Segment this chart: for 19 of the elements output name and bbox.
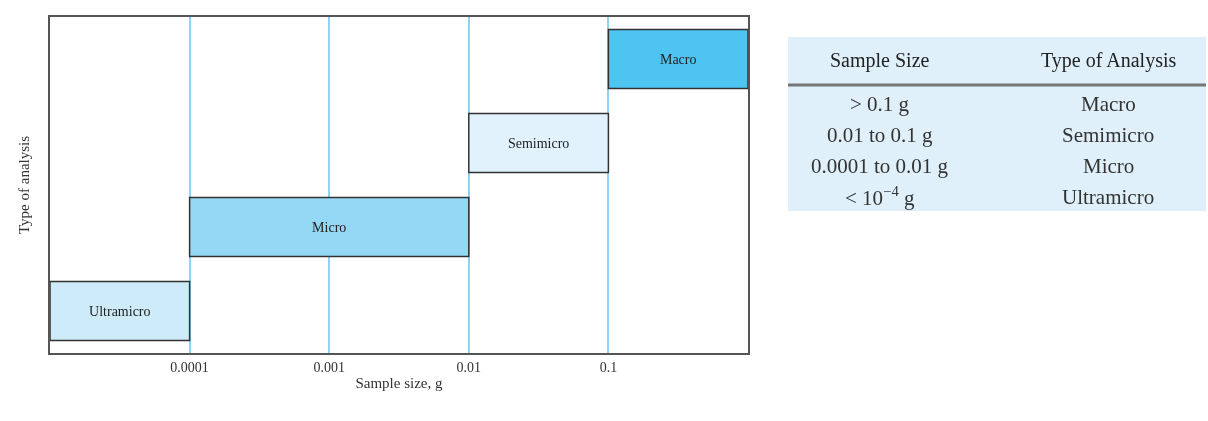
text: 0.01 to 0.1 g — [827, 123, 934, 147]
x-axis-title: Sample size, g — [355, 375, 444, 392]
text: Macro — [1081, 92, 1136, 116]
text: Sample Size — [830, 49, 930, 72]
bar — [50, 280, 191, 342]
text: > 0.1 g — [850, 92, 910, 116]
text: Semimicro — [1062, 123, 1155, 147]
x-tick-label: 0.001 — [313, 359, 345, 375]
text: 0.0001 to 0.01 g — [811, 154, 949, 178]
y-axis-title: Type of analysis — [15, 135, 32, 235]
x-tick-label: 0.1 — [599, 359, 618, 375]
bar — [607, 28, 748, 90]
bar — [468, 112, 610, 174]
text: Ultramicro — [1062, 185, 1155, 209]
x-tick-label: 0.01 — [456, 359, 482, 375]
text: Type of Analysis — [1041, 49, 1177, 72]
x-tick-label: 0.0001 — [170, 359, 209, 375]
text: < 10$^{−4}$ g — [845, 183, 915, 210]
text: Micro — [1083, 154, 1135, 178]
